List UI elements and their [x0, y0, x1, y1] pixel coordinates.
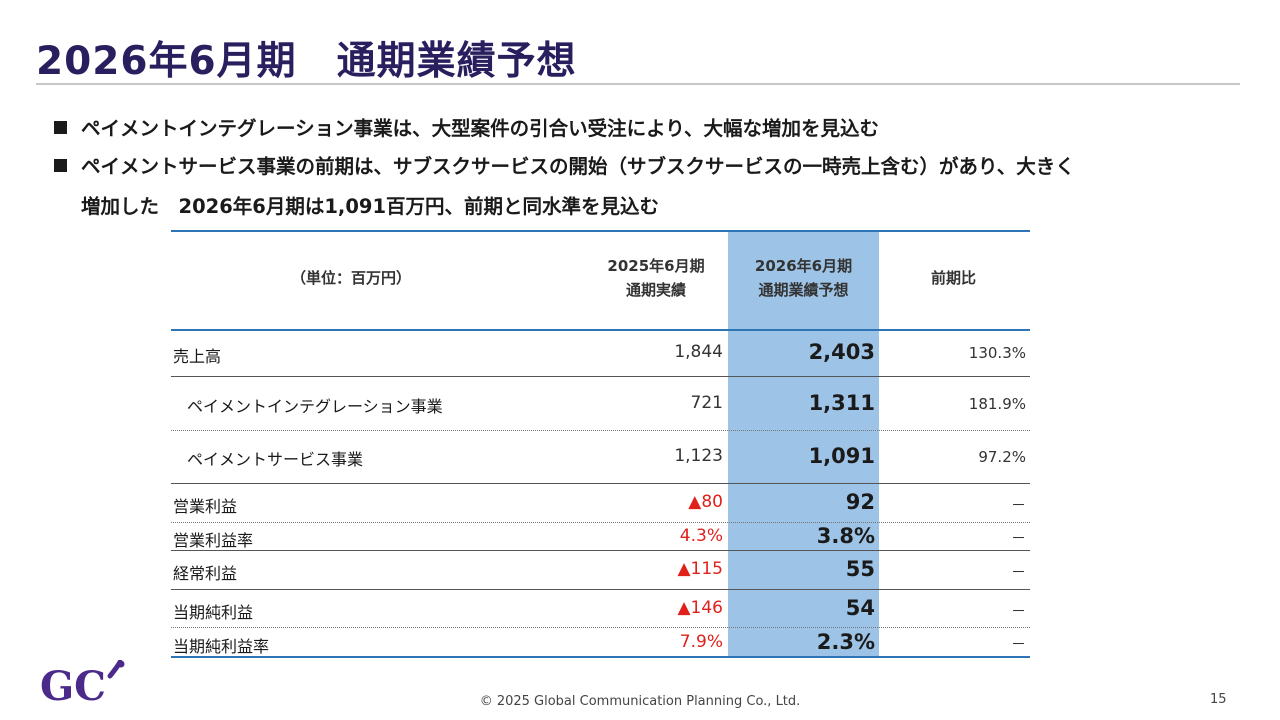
page-title: 2026年6月期 通期業績予想: [36, 39, 577, 84]
row-value-actual: 1,123: [674, 446, 723, 466]
copyright-footer: © 2025 Global Communication Planning Co.…: [479, 694, 801, 709]
row-value-yoy: －: [1010, 563, 1026, 581]
row-divider: [171, 627, 1030, 628]
row-value-yoy: －: [1010, 635, 1026, 653]
bullet-service: ペイメントサービス事業の前期は、サブスクサービスの開始（サブスクサービスの一時売…: [54, 150, 1075, 179]
row-label-sales: 売上高: [173, 347, 222, 366]
row-divider: [171, 483, 1030, 484]
row-value-yoy: 181.9%: [968, 395, 1026, 413]
row-value-actual: 7.9%: [679, 632, 723, 652]
row-divider: [171, 589, 1030, 590]
col-header-actual: 2025年6月期 通期実績: [581, 254, 731, 302]
row-label-service: ペイメントサービス事業: [187, 450, 364, 469]
row-value-actual: ▲115: [677, 559, 723, 579]
row-value-yoy: －: [1010, 602, 1026, 620]
bullet-square-icon: [54, 121, 67, 134]
row-value-forecast: 54: [845, 596, 875, 620]
row-label-net-income: 当期純利益: [173, 603, 254, 622]
table-bottom-rule: [171, 656, 1030, 658]
row-value-forecast: 3.8%: [816, 524, 875, 548]
row-label-integration: ペイメントインテグレーション事業: [187, 397, 443, 416]
row-value-forecast: 1,091: [808, 444, 875, 468]
col-header-actual-line2: 通期実績: [625, 281, 686, 299]
logo-dot: [117, 660, 125, 668]
bullet-text: ペイメントインテグレーション事業は、大型案件の引合い受注により、大幅な増加を見込…: [81, 117, 879, 140]
row-label-operating-profit: 営業利益: [173, 497, 238, 516]
row-divider: [171, 550, 1030, 551]
row-value-yoy: －: [1010, 496, 1026, 514]
page-number: 15: [1210, 692, 1227, 707]
row-divider: [171, 430, 1030, 431]
unit-label: （単位：百万円）: [291, 269, 412, 287]
title-divider: [36, 83, 1240, 85]
header-bottom-rule: [171, 329, 1030, 331]
col-header-yoy: 前期比: [930, 269, 976, 287]
row-value-forecast: 2,403: [808, 340, 875, 364]
row-value-actual: ▲80: [688, 492, 723, 512]
row-value-forecast: 1,311: [808, 391, 875, 415]
row-label-ordinary-profit: 経常利益: [173, 564, 238, 583]
forecast-column-highlight: [728, 230, 879, 658]
bullet-text: ペイメントサービス事業の前期は、サブスクサービスの開始（サブスクサービスの一時売…: [81, 155, 1075, 178]
row-value-actual: 1,844: [674, 342, 723, 362]
row-label-net-margin: 当期純利益率: [173, 637, 270, 656]
col-header-actual-line1: 2025年6月期: [607, 257, 705, 275]
col-header-forecast: 2026年6月期 通期業績予想: [728, 254, 879, 302]
row-value-forecast: 55: [845, 557, 875, 581]
row-value-actual: ▲146: [677, 598, 723, 618]
row-value-yoy: －: [1010, 529, 1026, 547]
bullet-service-continued: 増加した 2026年6月期は1,091百万円、前期と同水準を見込む: [81, 190, 659, 219]
col-header-forecast-line2: 通期業績予想: [758, 281, 849, 299]
row-value-actual: 4.3%: [679, 526, 723, 546]
bullet-text: 増加した 2026年6月期は1,091百万円、前期と同水準を見込む: [81, 195, 660, 218]
row-label-operating-margin: 営業利益率: [173, 531, 254, 550]
bullet-square-icon: [54, 159, 67, 172]
row-value-yoy: 97.2%: [978, 448, 1026, 466]
col-header-forecast-line1: 2026年6月期: [754, 257, 853, 275]
row-value-forecast: 2.3%: [816, 630, 875, 654]
table-top-rule: [171, 230, 1030, 232]
row-value-forecast: 92: [845, 490, 875, 514]
bullet-integration: ペイメントインテグレーション事業は、大型案件の引合い受注により、大幅な増加を見込…: [54, 112, 879, 141]
row-divider: [171, 376, 1030, 377]
row-value-yoy: 130.3%: [968, 344, 1026, 362]
row-divider: [171, 522, 1030, 523]
company-logo-text: GC: [40, 663, 106, 708]
row-value-actual: 721: [690, 393, 723, 413]
forecast-table: （単位：百万円） 2025年6月期 通期実績 2026年6月期 通期業績予想 前…: [171, 230, 1030, 658]
company-logo: GC: [40, 660, 125, 708]
